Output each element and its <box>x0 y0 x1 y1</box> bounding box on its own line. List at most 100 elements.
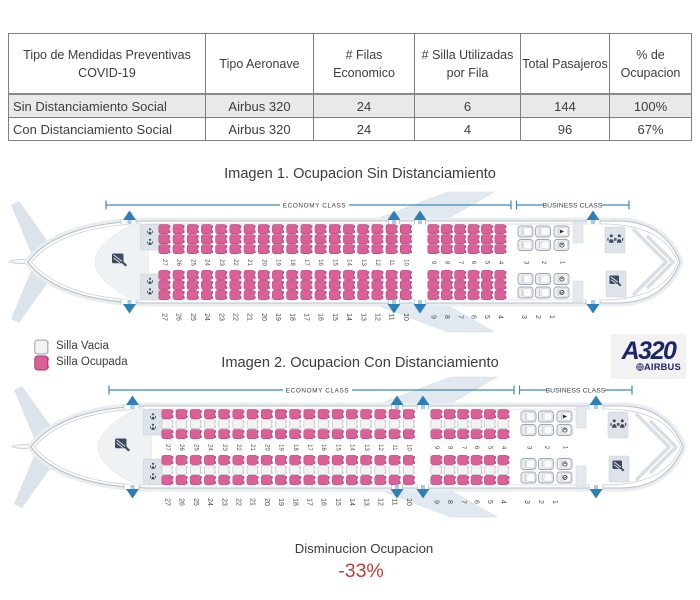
svg-text:25: 25 <box>189 313 196 321</box>
svg-text:ECONOMY CLASS: ECONOMY CLASS <box>283 203 346 210</box>
svg-text:1: 1 <box>551 500 558 504</box>
svg-text:18: 18 <box>289 259 295 266</box>
svg-text:2: 2 <box>540 261 546 265</box>
svg-text:13: 13 <box>360 259 366 266</box>
svg-text:26: 26 <box>178 444 184 451</box>
svg-text:24: 24 <box>204 259 210 266</box>
svg-text:22: 22 <box>235 444 241 451</box>
svg-text:6: 6 <box>470 261 476 265</box>
svg-text:21: 21 <box>249 444 255 451</box>
svg-text:27: 27 <box>161 313 168 321</box>
svg-text:25: 25 <box>192 444 198 451</box>
svg-text:3: 3 <box>520 315 527 319</box>
svg-text:22: 22 <box>232 313 239 321</box>
svg-text:23: 23 <box>217 313 224 321</box>
svg-text:5: 5 <box>484 261 490 265</box>
svg-text:10: 10 <box>403 259 409 266</box>
svg-text:14: 14 <box>345 313 352 321</box>
svg-text:ECONOMY CLASS: ECONOMY CLASS <box>286 388 349 395</box>
svg-text:13: 13 <box>362 498 369 506</box>
svg-text:3: 3 <box>523 500 530 504</box>
svg-text:11: 11 <box>388 313 395 320</box>
svg-text:7: 7 <box>456 315 463 319</box>
svg-text:6: 6 <box>473 446 479 450</box>
svg-text:12: 12 <box>374 259 380 266</box>
svg-text:4: 4 <box>500 446 506 450</box>
svg-text:7: 7 <box>459 500 466 504</box>
svg-text:26: 26 <box>178 498 185 506</box>
svg-text:9: 9 <box>430 261 436 265</box>
svg-text:9: 9 <box>430 315 437 319</box>
svg-text:2: 2 <box>534 315 541 319</box>
svg-text:27: 27 <box>164 498 171 506</box>
svg-text:18: 18 <box>292 444 298 451</box>
svg-text:14: 14 <box>349 444 355 451</box>
svg-text:24: 24 <box>206 498 213 506</box>
svg-text:2: 2 <box>543 446 549 450</box>
svg-text:24: 24 <box>207 444 213 451</box>
svg-text:21: 21 <box>246 313 253 321</box>
svg-text:1: 1 <box>559 261 565 265</box>
svg-text:4: 4 <box>497 315 504 319</box>
svg-text:10: 10 <box>402 313 409 321</box>
svg-text:20: 20 <box>260 259 266 266</box>
svg-text:16: 16 <box>317 313 324 321</box>
svg-text:15: 15 <box>331 259 337 266</box>
svg-text:25: 25 <box>192 498 199 506</box>
svg-text:5: 5 <box>486 500 493 504</box>
svg-text:20: 20 <box>263 444 269 451</box>
svg-text:11: 11 <box>391 444 397 451</box>
svg-text:17: 17 <box>306 444 312 451</box>
svg-text:21: 21 <box>246 259 252 266</box>
svg-text:16: 16 <box>320 498 327 506</box>
svg-text:15: 15 <box>334 444 340 451</box>
svg-text:19: 19 <box>278 444 284 451</box>
svg-text:4: 4 <box>497 261 503 265</box>
svg-text:10: 10 <box>405 498 412 506</box>
svg-text:24: 24 <box>203 313 210 321</box>
svg-text:23: 23 <box>221 444 227 451</box>
svg-text:17: 17 <box>306 498 313 506</box>
svg-text:12: 12 <box>374 313 381 321</box>
svg-text:5: 5 <box>483 315 490 319</box>
svg-text:19: 19 <box>275 259 281 266</box>
svg-text:7: 7 <box>460 446 466 450</box>
svg-text:23: 23 <box>220 498 227 506</box>
svg-text:22: 22 <box>232 259 238 266</box>
svg-text:14: 14 <box>346 259 352 266</box>
svg-text:26: 26 <box>175 313 182 321</box>
svg-text:12: 12 <box>377 444 383 451</box>
svg-text:19: 19 <box>274 313 281 321</box>
svg-text:17: 17 <box>303 313 310 321</box>
svg-text:6: 6 <box>473 500 480 504</box>
svg-text:9: 9 <box>433 446 439 450</box>
svg-text:26: 26 <box>175 259 181 266</box>
svg-text:11: 11 <box>388 259 394 266</box>
svg-text:13: 13 <box>363 444 369 451</box>
svg-text:8: 8 <box>443 315 450 319</box>
svg-text:23: 23 <box>218 259 224 266</box>
svg-text:9: 9 <box>433 500 440 504</box>
svg-text:14: 14 <box>348 498 355 506</box>
svg-text:19: 19 <box>277 498 284 506</box>
svg-text:25: 25 <box>189 259 195 266</box>
svg-text:21: 21 <box>249 498 256 506</box>
svg-text:3: 3 <box>523 261 529 265</box>
svg-text:3: 3 <box>526 446 532 450</box>
svg-text:18: 18 <box>288 313 295 321</box>
svg-text:11: 11 <box>391 498 398 505</box>
svg-text:27: 27 <box>164 444 170 451</box>
svg-text:20: 20 <box>260 313 267 321</box>
svg-text:16: 16 <box>320 444 326 451</box>
svg-text:27: 27 <box>161 259 167 266</box>
svg-text:16: 16 <box>317 259 323 266</box>
svg-text:6: 6 <box>470 315 477 319</box>
svg-text:8: 8 <box>446 446 452 450</box>
svg-text:2: 2 <box>537 500 544 504</box>
svg-text:12: 12 <box>377 498 384 506</box>
svg-text:BUSINESS CLASS: BUSINESS CLASS <box>546 388 606 395</box>
svg-text:15: 15 <box>334 498 341 506</box>
svg-text:18: 18 <box>291 498 298 506</box>
svg-text:1: 1 <box>548 315 555 319</box>
svg-text:17: 17 <box>303 259 309 266</box>
